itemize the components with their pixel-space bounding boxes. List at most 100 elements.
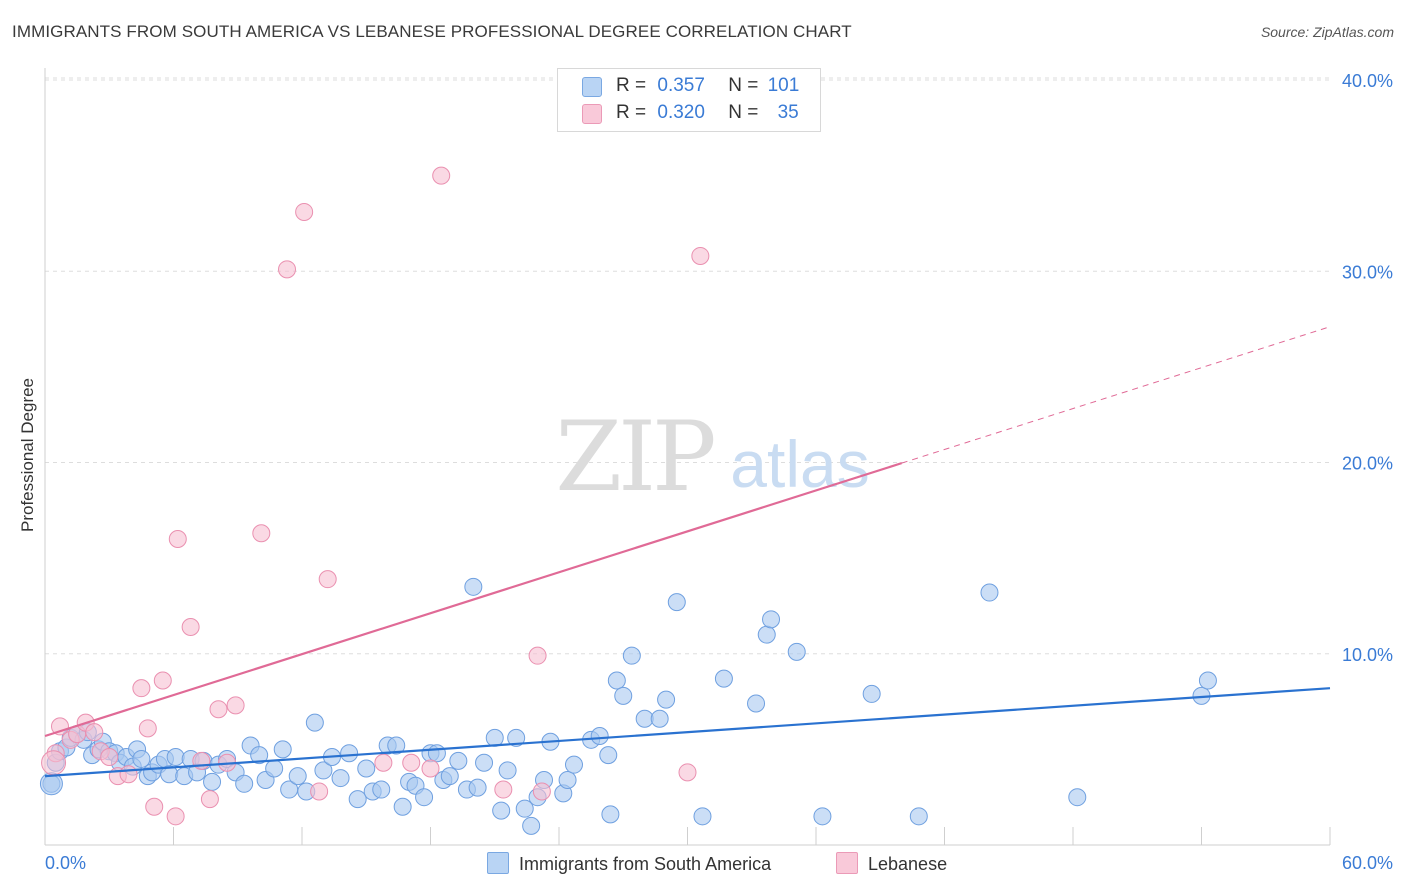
trend-line-immigrants xyxy=(44,687,1331,778)
data-point xyxy=(650,709,669,728)
data-point xyxy=(427,744,446,763)
data-point xyxy=(464,577,483,596)
data-point xyxy=(1068,788,1087,807)
data-point xyxy=(980,583,999,602)
data-point xyxy=(614,686,633,705)
data-point xyxy=(564,755,583,774)
data-point xyxy=(607,671,626,690)
data-point xyxy=(667,593,686,612)
trend-lines xyxy=(44,326,1331,778)
tick-labels: 10.0% 20.0% 30.0% 40.0% 0.0% 60.0% xyxy=(45,71,1393,873)
data-point xyxy=(318,570,337,589)
data-point xyxy=(757,625,776,644)
legend-n-label: N = xyxy=(728,102,759,123)
data-point xyxy=(273,740,292,759)
data-point xyxy=(166,807,185,826)
x-tick-label: 0.0% xyxy=(45,853,86,873)
data-point xyxy=(145,797,164,816)
data-point xyxy=(528,646,547,665)
data-point xyxy=(468,778,487,797)
data-point xyxy=(691,246,710,265)
data-point xyxy=(515,799,534,818)
gridlines xyxy=(45,77,1330,655)
data-point xyxy=(678,763,697,782)
data-point xyxy=(440,767,459,786)
bottom-legend-label-blue: Immigrants from South America xyxy=(519,854,772,874)
bottom-legend-immigrants: Immigrants from South America xyxy=(487,852,771,876)
y-tick-label: 20.0% xyxy=(1342,454,1393,474)
watermark-zip: ZIP xyxy=(555,401,714,513)
legend-r-label: R = xyxy=(616,75,647,96)
data-point xyxy=(813,807,832,826)
data-point xyxy=(387,736,406,755)
data-point xyxy=(393,797,412,816)
data-point xyxy=(494,780,513,799)
data-point xyxy=(762,610,781,629)
data-point xyxy=(181,617,200,636)
data-point xyxy=(415,788,434,807)
data-point xyxy=(507,728,526,747)
stats-legend: R = 0.357 N = 101 R = 0.320 N = 35 xyxy=(557,68,821,132)
data-point xyxy=(138,719,157,738)
legend-r-value-blue: 0.357 xyxy=(657,75,705,96)
chart-title: IMMIGRANTS FROM SOUTH AMERICA VS LEBANES… xyxy=(12,22,852,41)
data-point xyxy=(305,713,324,732)
series-lebanese-points xyxy=(41,166,710,826)
y-tick-label: 30.0% xyxy=(1342,262,1393,282)
bottom-legend-lebanese: Lebanese xyxy=(836,852,947,876)
data-point xyxy=(475,753,494,772)
watermark-atlas: atlas xyxy=(730,427,869,501)
data-point xyxy=(310,782,329,801)
data-point xyxy=(449,751,468,770)
data-point xyxy=(200,790,219,809)
data-point xyxy=(532,782,551,801)
data-point xyxy=(226,696,245,715)
series-immigrants-points xyxy=(39,577,1217,835)
data-point xyxy=(909,807,928,826)
data-point xyxy=(132,749,151,768)
data-point-large xyxy=(41,750,67,776)
legend-row-blue: R = 0.357 N = 101 xyxy=(616,74,799,98)
data-point xyxy=(432,166,451,185)
data-point xyxy=(119,765,138,784)
bottom-legend-swatch-blue xyxy=(487,852,509,874)
data-point xyxy=(402,753,421,772)
data-point xyxy=(787,642,806,661)
legend-r-value-pink: 0.320 xyxy=(657,102,705,123)
data-point xyxy=(252,524,271,543)
data-point xyxy=(288,767,307,786)
data-point xyxy=(862,684,881,703)
data-point xyxy=(168,530,187,548)
x-tick-label: 60.0% xyxy=(1342,853,1393,873)
data-point xyxy=(132,679,151,698)
data-point xyxy=(1198,671,1217,690)
data-point xyxy=(331,769,350,788)
data-point xyxy=(374,753,393,772)
data-point xyxy=(203,772,222,791)
axes xyxy=(44,68,1331,846)
legend-swatch-blue xyxy=(582,77,602,97)
legend-n-value-pink: 35 xyxy=(777,102,799,123)
data-point xyxy=(340,744,359,763)
data-point xyxy=(714,669,733,688)
data-point xyxy=(635,709,654,728)
data-point xyxy=(622,646,641,665)
y-tick-label: 10.0% xyxy=(1342,645,1393,665)
bottom-legend-swatch-pink xyxy=(836,852,858,874)
data-point xyxy=(100,748,119,767)
data-point xyxy=(348,790,367,809)
legend-r-label: R = xyxy=(616,102,647,123)
data-point xyxy=(265,759,284,778)
data-point xyxy=(278,260,297,279)
legend-swatch-pink xyxy=(582,104,602,124)
data-point xyxy=(492,801,511,820)
data-point xyxy=(372,780,391,799)
data-point xyxy=(250,746,269,765)
legend-n-value-blue: 101 xyxy=(767,75,800,96)
data-point xyxy=(747,694,766,713)
data-point xyxy=(590,726,609,745)
data-point xyxy=(657,690,676,709)
data-point xyxy=(498,761,517,780)
data-point xyxy=(314,761,333,780)
